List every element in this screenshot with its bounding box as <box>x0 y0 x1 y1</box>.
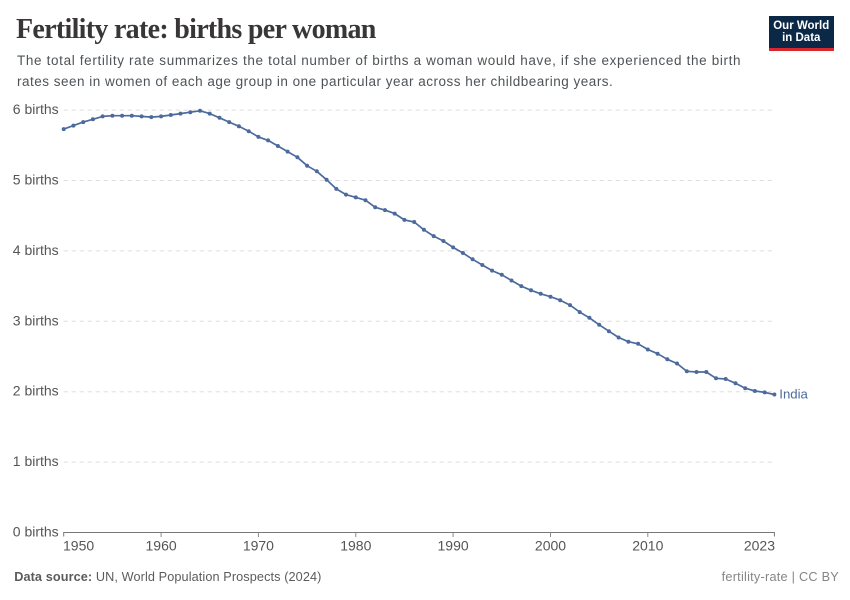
svg-text:1960: 1960 <box>146 538 177 554</box>
svg-text:3 births: 3 births <box>13 312 59 328</box>
svg-text:1950: 1950 <box>63 538 94 554</box>
svg-text:2023: 2023 <box>744 538 775 554</box>
svg-text:0 births: 0 births <box>13 524 59 540</box>
svg-text:2000: 2000 <box>535 538 566 554</box>
svg-text:1970: 1970 <box>243 538 274 554</box>
svg-text:6 births: 6 births <box>13 101 59 117</box>
svg-text:5 births: 5 births <box>13 172 59 188</box>
svg-text:4 births: 4 births <box>13 242 59 258</box>
svg-text:2 births: 2 births <box>13 383 59 399</box>
svg-text:India: India <box>779 387 808 402</box>
svg-text:1980: 1980 <box>340 538 371 554</box>
svg-text:1 births: 1 births <box>13 453 59 469</box>
svg-text:1990: 1990 <box>438 538 469 554</box>
svg-text:2010: 2010 <box>632 538 663 554</box>
